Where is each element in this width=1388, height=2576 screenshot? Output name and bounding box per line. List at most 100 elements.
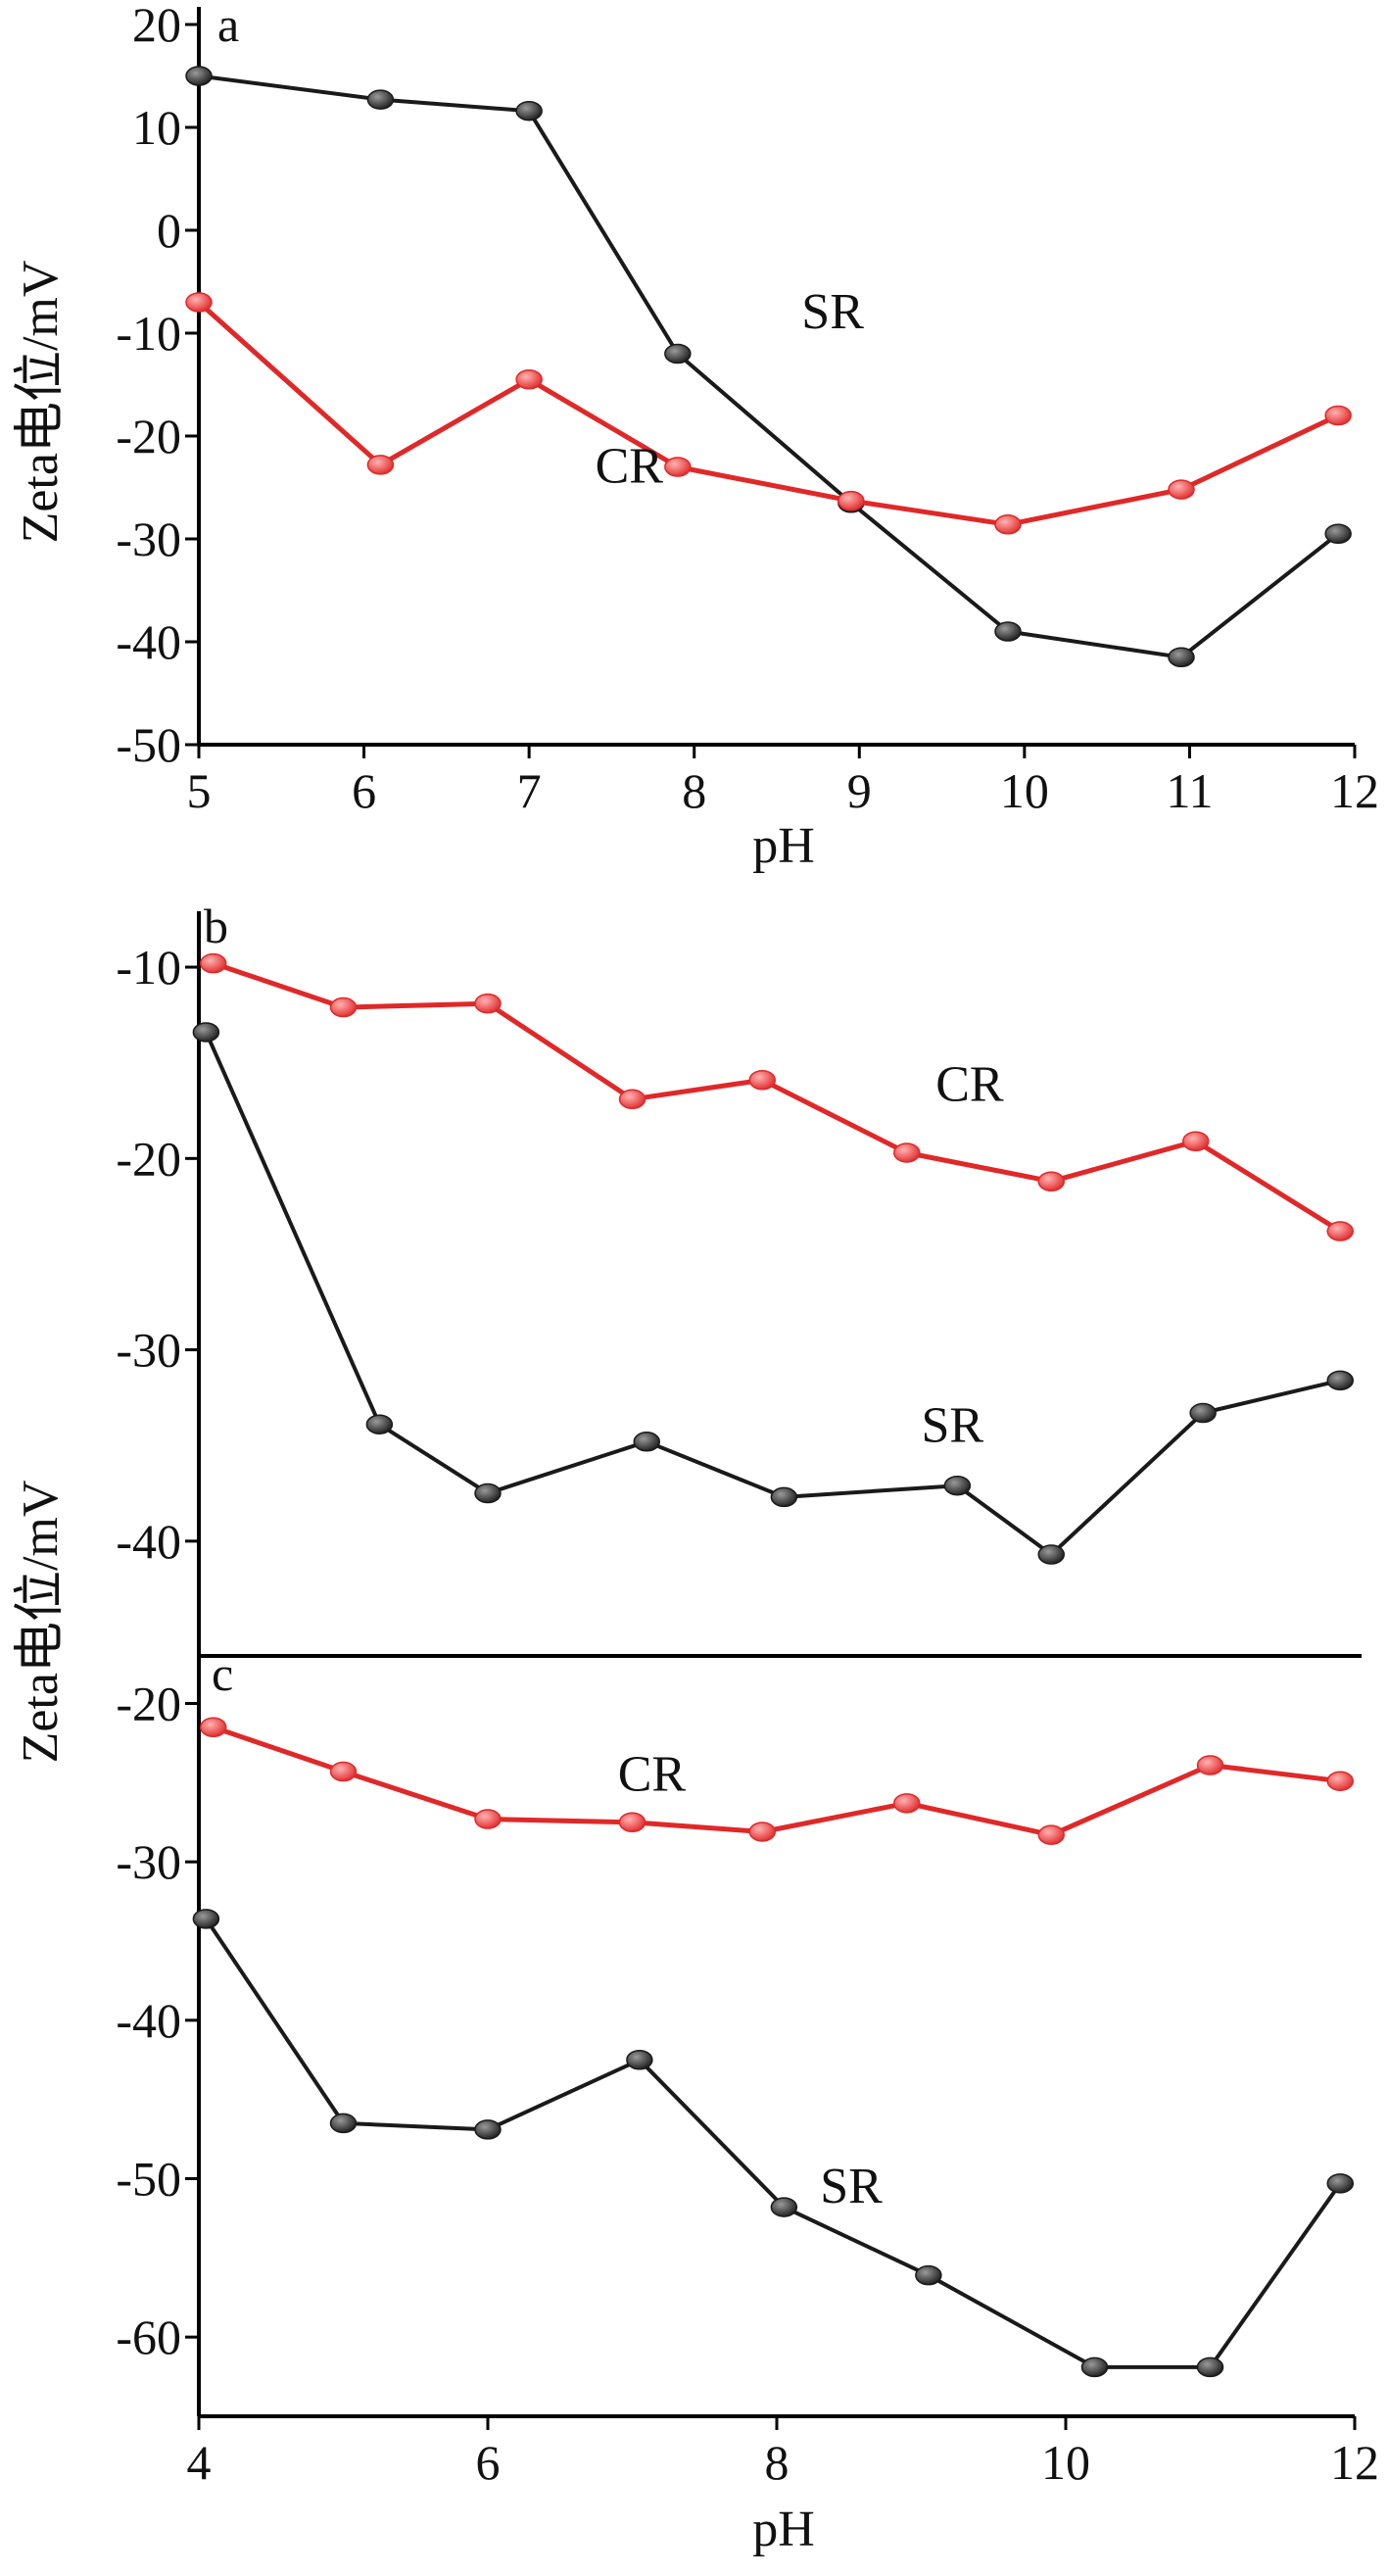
series-line-SR bbox=[198, 73, 1340, 659]
y-tick-label: -30 bbox=[116, 1323, 181, 1378]
data-point-CR bbox=[1326, 1221, 1354, 1241]
series-label-CR: CR bbox=[935, 1057, 1004, 1113]
x-tick-label: 10 bbox=[1000, 763, 1049, 818]
y-axis-title-bottom: Zeta电位/mV bbox=[13, 1481, 69, 1764]
data-point-SR bbox=[1324, 523, 1352, 544]
data-point-CR bbox=[893, 1793, 921, 1814]
data-point-CR bbox=[200, 1717, 227, 1737]
y-tick-label: -40 bbox=[116, 1993, 181, 2048]
data-point-SR bbox=[915, 2264, 942, 2286]
y-tick-label: -60 bbox=[116, 2309, 181, 2364]
data-point-SR bbox=[365, 1414, 394, 1434]
x-tick-label: 5 bbox=[187, 763, 212, 818]
series-label-CR: CR bbox=[596, 438, 664, 494]
data-point-CR bbox=[515, 369, 543, 390]
data-point-SR bbox=[192, 1022, 220, 1043]
data-point-SR bbox=[1326, 2173, 1354, 2194]
data-point-CR bbox=[1037, 1824, 1065, 1845]
data-point-SR bbox=[1326, 1370, 1354, 1391]
x-tick-label: 4 bbox=[187, 2435, 212, 2490]
x-tick-label: 7 bbox=[517, 763, 542, 818]
x-tick-label: 11 bbox=[1166, 763, 1213, 818]
y-tick-label: 20 bbox=[132, 0, 181, 52]
data-point-CR bbox=[664, 457, 692, 477]
panel-tag-label: b bbox=[204, 899, 228, 953]
y-tick-label: -20 bbox=[116, 1677, 181, 1731]
data-point-CR bbox=[748, 1070, 776, 1091]
panel-tag-label: a bbox=[217, 0, 239, 52]
series-line-SR bbox=[204, 1031, 1341, 1557]
data-point-CR bbox=[1326, 1771, 1354, 1791]
data-point-SR bbox=[515, 100, 543, 122]
y-axis-title-top: Zeta电位/mV bbox=[13, 261, 69, 544]
data-point-CR bbox=[329, 1761, 358, 1782]
data-point-CR bbox=[748, 1822, 776, 1842]
data-point-CR bbox=[838, 490, 865, 511]
series-line-SR bbox=[204, 1918, 1342, 2369]
data-point-SR bbox=[474, 1482, 502, 1504]
data-point-SR bbox=[633, 1432, 660, 1452]
data-point-CR bbox=[1037, 1171, 1065, 1191]
x-axis-title: pH bbox=[752, 2502, 815, 2557]
data-point-CR bbox=[474, 993, 502, 1014]
data-point-CR bbox=[994, 514, 1022, 535]
data-point-CR bbox=[1182, 1131, 1210, 1151]
data-point-SR bbox=[770, 2197, 798, 2217]
x-tick-label: 12 bbox=[1330, 2435, 1379, 2490]
data-point-CR bbox=[185, 292, 213, 313]
data-point-SR bbox=[185, 66, 213, 86]
panel-tag-label: c bbox=[212, 1646, 233, 1701]
x-tick-label: 12 bbox=[1330, 763, 1379, 818]
y-tick-label: -10 bbox=[116, 306, 181, 361]
data-point-SR bbox=[1080, 2357, 1109, 2378]
data-point-SR bbox=[664, 343, 692, 365]
series-label-SR: SR bbox=[922, 1397, 984, 1453]
series-line-CR bbox=[212, 1725, 1341, 1838]
y-tick-label: -30 bbox=[116, 1834, 181, 1889]
y-tick-label: -40 bbox=[116, 614, 181, 669]
y-tick-label: -50 bbox=[116, 717, 181, 772]
chart-panel-b: -10 -20 -30 -40 b CR SR bbox=[116, 899, 1362, 1658]
data-point-SR bbox=[770, 1486, 798, 1508]
data-point-SR bbox=[1196, 2357, 1224, 2378]
series-label-CR: CR bbox=[618, 1746, 687, 1802]
x-axis-title: pH bbox=[752, 818, 815, 874]
chart-panel-a: 20 10 0 -10 -20 -30 -40 -505 6 7 8 9 10 11 12 pH a SR CR bbox=[116, 0, 1379, 874]
x-tick-label: 8 bbox=[682, 763, 706, 818]
data-point-CR bbox=[618, 1089, 646, 1110]
y-tick-label: -50 bbox=[116, 2152, 181, 2207]
series-line-CR bbox=[212, 960, 1342, 1234]
data-point-SR bbox=[626, 2050, 653, 2070]
data-point-CR bbox=[893, 1142, 921, 1163]
x-tick-label: 9 bbox=[847, 763, 872, 818]
series-label-SR: SR bbox=[801, 284, 864, 340]
y-tick-label: -30 bbox=[116, 511, 181, 566]
data-point-CR bbox=[329, 996, 358, 1018]
data-point-CR bbox=[200, 952, 227, 974]
data-point-CR bbox=[474, 1809, 502, 1829]
series-label-SR: SR bbox=[820, 2159, 883, 2214]
data-point-CR bbox=[1196, 1755, 1224, 1775]
y-tick-label: 10 bbox=[132, 100, 181, 155]
x-tick-label: 6 bbox=[352, 763, 376, 818]
data-point-SR bbox=[366, 89, 395, 110]
data-point-SR bbox=[1168, 647, 1195, 667]
data-point-SR bbox=[1037, 1544, 1065, 1565]
data-point-SR bbox=[329, 2113, 358, 2134]
series-line-CR bbox=[197, 300, 1340, 527]
data-point-SR bbox=[192, 1909, 220, 1929]
y-tick-label: 0 bbox=[157, 203, 181, 258]
data-point-SR bbox=[1189, 1402, 1217, 1424]
data-point-CR bbox=[1324, 405, 1352, 426]
data-point-CR bbox=[366, 455, 395, 475]
x-tick-label: 10 bbox=[1041, 2435, 1090, 2490]
x-tick-label: 8 bbox=[765, 2435, 790, 2490]
y-tick-label: -10 bbox=[116, 940, 181, 995]
data-point-SR bbox=[994, 621, 1022, 642]
y-tick-label: -20 bbox=[116, 1131, 181, 1186]
data-point-SR bbox=[943, 1475, 972, 1496]
data-point-SR bbox=[474, 2119, 502, 2140]
chart-panel-c: -20 -30 -40 -50 -60 4 6 8 10 12 pH c CR SR bbox=[116, 1638, 1379, 2557]
data-point-CR bbox=[1168, 479, 1195, 500]
